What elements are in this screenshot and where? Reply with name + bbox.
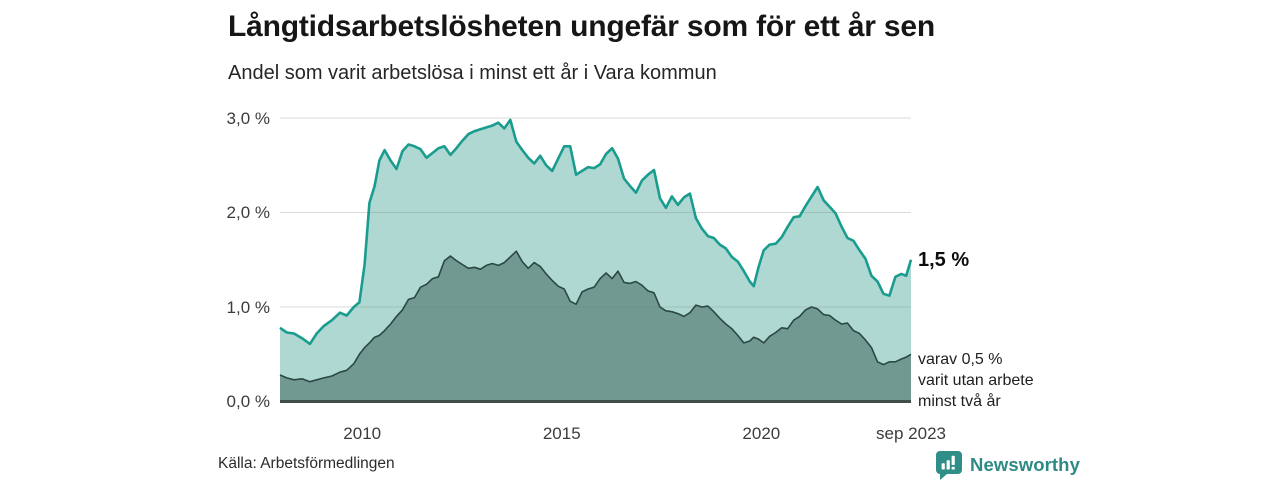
x-axis-label: 2020 [742, 424, 781, 443]
line-twoyear [279, 250, 912, 383]
annotation-line: varav 0,5 % [918, 351, 1003, 368]
brand-name: Newsworthy [970, 454, 1080, 475]
y-axis-label: 2,0 % [226, 203, 270, 222]
newsworthy-logo-icon [936, 450, 962, 480]
x-axis-label: 2015 [542, 424, 581, 443]
series-end-label-total: 1,5 % [918, 249, 970, 271]
y-axis-label: 0,0 % [226, 392, 270, 411]
chart-subtitle: Andel som varit arbetslösa i minst ett å… [228, 62, 717, 84]
x-axis-label: sep 2023 [876, 424, 946, 443]
series-end-label-twoyear: varav 0,5 % varit utan arbete minst två … [918, 349, 1034, 412]
annotation-line: varit utan arbete [918, 372, 1034, 389]
brand: Newsworthy [936, 450, 1080, 480]
y-axis-label: 3,0 % [226, 108, 270, 128]
y-axis-label: 1,0 % [226, 297, 270, 317]
page-title: Långtidsarbetslösheten ungefär som för e… [228, 10, 936, 43]
annotation-line: minst två år [918, 393, 1001, 410]
x-axis-label: 2010 [343, 424, 382, 443]
area-twoyear [280, 251, 911, 402]
source-text: Källa: Arbetsförmedlingen [218, 455, 395, 472]
line-total [279, 118, 913, 346]
